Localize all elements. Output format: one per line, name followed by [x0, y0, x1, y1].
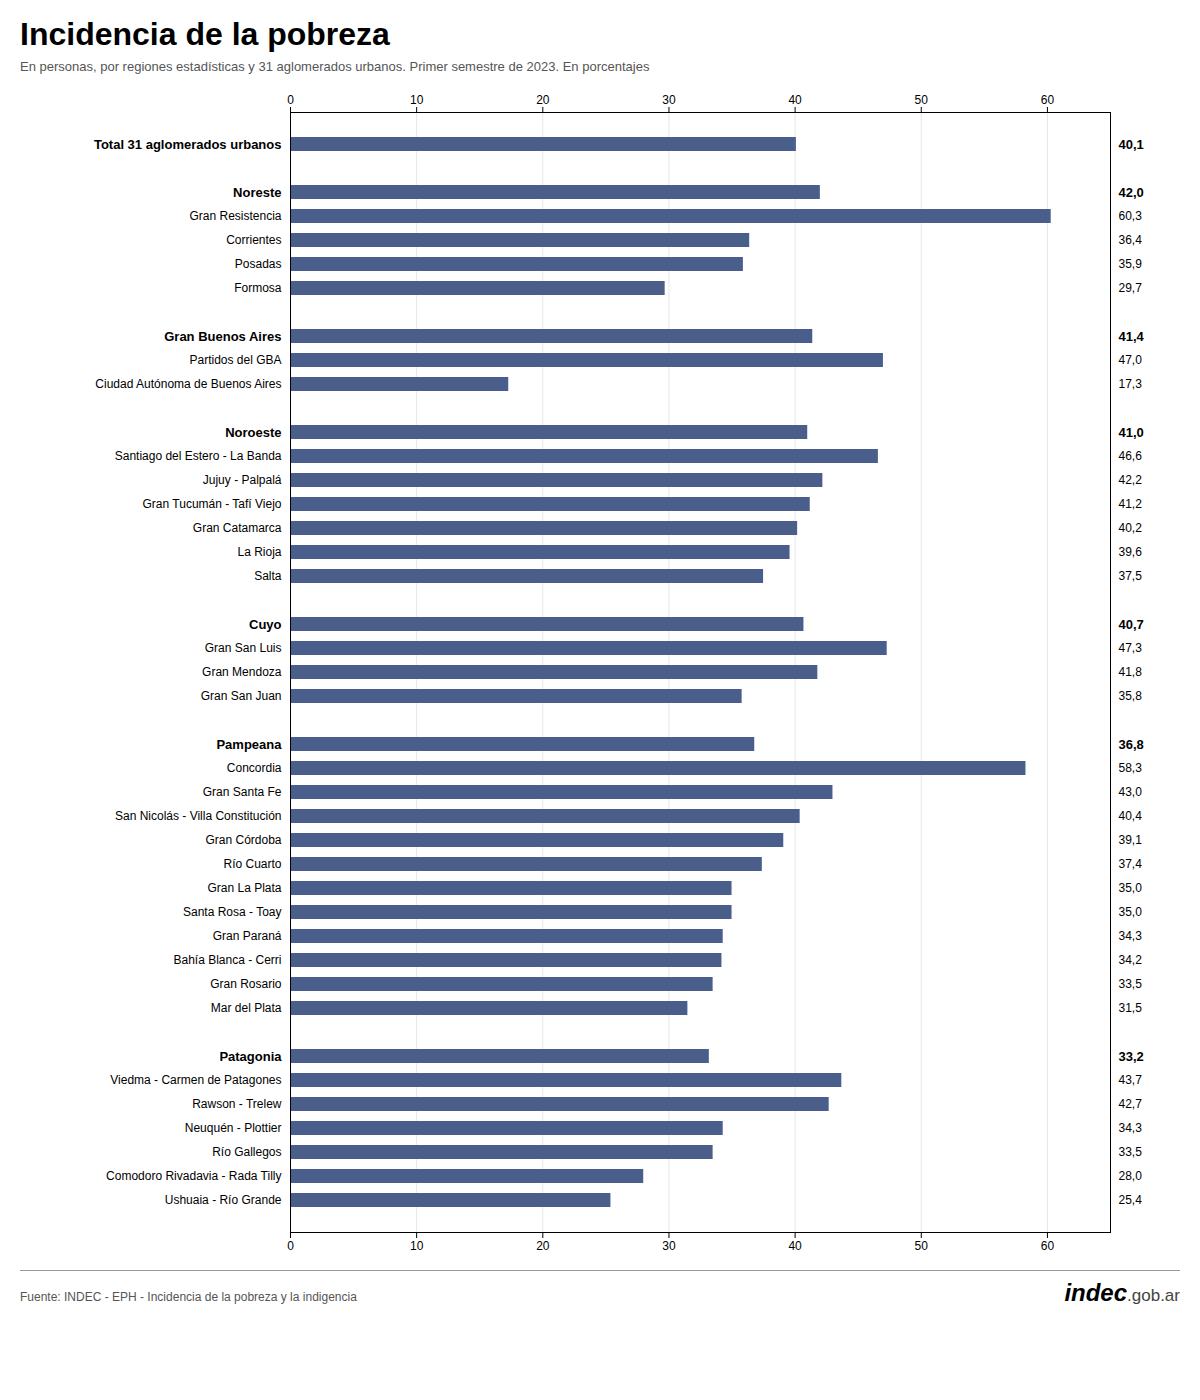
svg-text:Gran Córdoba: Gran Córdoba: [205, 833, 281, 847]
svg-text:41,0: 41,0: [1119, 425, 1144, 440]
svg-text:46,6: 46,6: [1119, 449, 1143, 463]
svg-text:43,0: 43,0: [1119, 785, 1143, 799]
svg-text:42,2: 42,2: [1119, 473, 1143, 487]
svg-text:25,4: 25,4: [1119, 1193, 1143, 1207]
svg-text:Gran Catamarca: Gran Catamarca: [193, 521, 282, 535]
svg-text:34,3: 34,3: [1119, 929, 1143, 943]
svg-text:Noroeste: Noroeste: [225, 425, 281, 440]
svg-text:47,0: 47,0: [1119, 353, 1143, 367]
svg-text:Rawson - Trelew: Rawson - Trelew: [192, 1097, 282, 1111]
svg-text:60: 60: [1041, 1239, 1055, 1253]
svg-text:41,2: 41,2: [1119, 497, 1143, 511]
svg-text:36,4: 36,4: [1119, 233, 1143, 247]
svg-text:40,7: 40,7: [1119, 617, 1144, 632]
svg-text:0: 0: [287, 1239, 294, 1253]
svg-text:Gran Rosario: Gran Rosario: [210, 977, 282, 991]
svg-text:47,3: 47,3: [1119, 641, 1143, 655]
svg-text:20: 20: [536, 93, 550, 107]
svg-text:La Rioja: La Rioja: [237, 545, 281, 559]
svg-text:39,1: 39,1: [1119, 833, 1143, 847]
svg-text:Gran Mendoza: Gran Mendoza: [202, 665, 282, 679]
svg-text:Gran Santa Fe: Gran Santa Fe: [203, 785, 282, 799]
html-text:Fuente: INDEC - EPH - Incidenc: Fuente: INDEC - EPH - Incidencia de la p…: [20, 1290, 357, 1304]
svg-text:60: 60: [1041, 93, 1055, 107]
svg-text:50: 50: [915, 1239, 929, 1253]
svg-text:Santiago del Estero - La Banda: Santiago del Estero - La Banda: [115, 449, 282, 463]
svg-text:42,0: 42,0: [1119, 185, 1144, 200]
svg-text:Santa Rosa - Toay: Santa Rosa - Toay: [183, 905, 282, 919]
svg-text:Partidos del GBA: Partidos del GBA: [189, 353, 281, 367]
svg-text:Viedma - Carmen de Patagones: Viedma - Carmen de Patagones: [110, 1073, 281, 1087]
svg-text:33,5: 33,5: [1119, 977, 1143, 991]
svg-text:Ciudad Autónoma de Buenos Aire: Ciudad Autónoma de Buenos Aires: [95, 377, 281, 391]
svg-text:Salta: Salta: [254, 569, 282, 583]
svg-text:Gran La Plata: Gran La Plata: [207, 881, 281, 895]
svg-text:58,3: 58,3: [1119, 761, 1143, 775]
svg-text:29,7: 29,7: [1119, 281, 1143, 295]
svg-text:31,5: 31,5: [1119, 1001, 1143, 1015]
html-text:indec.gob.ar: indec.gob.ar: [1064, 1279, 1180, 1306]
svg-text:34,2: 34,2: [1119, 953, 1143, 967]
svg-text:17,3: 17,3: [1119, 377, 1143, 391]
svg-text:20: 20: [536, 1239, 550, 1253]
svg-text:50: 50: [915, 93, 929, 107]
svg-text:Gran San Juan: Gran San Juan: [201, 689, 282, 703]
svg-text:28,0: 28,0: [1119, 1169, 1143, 1183]
svg-text:39,6: 39,6: [1119, 545, 1143, 559]
svg-text:34,3: 34,3: [1119, 1121, 1143, 1135]
svg-text:Río Gallegos: Río Gallegos: [212, 1145, 281, 1159]
svg-text:Gran Resistencia: Gran Resistencia: [189, 209, 281, 223]
svg-text:40,4: 40,4: [1119, 809, 1143, 823]
svg-text:Posadas: Posadas: [235, 257, 282, 271]
svg-text:10: 10: [410, 1239, 424, 1253]
svg-text:40,1: 40,1: [1119, 137, 1144, 152]
svg-text:0: 0: [287, 93, 294, 107]
svg-text:37,4: 37,4: [1119, 857, 1143, 871]
svg-text:10: 10: [410, 93, 424, 107]
svg-text:Gran Buenos Aires: Gran Buenos Aires: [164, 329, 281, 344]
svg-text:41,4: 41,4: [1119, 329, 1145, 344]
svg-text:Noreste: Noreste: [233, 185, 281, 200]
svg-text:35,9: 35,9: [1119, 257, 1143, 271]
svg-text:43,7: 43,7: [1119, 1073, 1143, 1087]
svg-text:30: 30: [662, 1239, 676, 1253]
svg-text:Patagonia: Patagonia: [219, 1049, 282, 1064]
svg-text:Gran Paraná: Gran Paraná: [213, 929, 282, 943]
svg-text:33,5: 33,5: [1119, 1145, 1143, 1159]
svg-text:Jujuy - Palpalá: Jujuy - Palpalá: [203, 473, 282, 487]
svg-text:30: 30: [662, 93, 676, 107]
svg-text:35,0: 35,0: [1119, 881, 1143, 895]
svg-text:Corrientes: Corrientes: [226, 233, 281, 247]
svg-text:42,7: 42,7: [1119, 1097, 1143, 1111]
svg-text:40: 40: [788, 1239, 802, 1253]
html-text:En personas, por regiones esta: En personas, por regiones estadísticas y…: [20, 59, 650, 74]
svg-text:Gran Tucumán - Tafí Viejo: Gran Tucumán - Tafí Viejo: [143, 497, 282, 511]
svg-text:Pampeana: Pampeana: [216, 737, 282, 752]
svg-text:Gran San Luis: Gran San Luis: [205, 641, 282, 655]
svg-text:60,3: 60,3: [1119, 209, 1143, 223]
svg-text:Formosa: Formosa: [234, 281, 282, 295]
html-text:Incidencia de la pobreza: Incidencia de la pobreza: [20, 16, 390, 52]
svg-text:35,8: 35,8: [1119, 689, 1143, 703]
svg-text:40,2: 40,2: [1119, 521, 1143, 535]
svg-text:41,8: 41,8: [1119, 665, 1143, 679]
svg-text:Concordia: Concordia: [227, 761, 282, 775]
svg-text:35,0: 35,0: [1119, 905, 1143, 919]
svg-text:Comodoro Rivadavia - Rada Till: Comodoro Rivadavia - Rada Tilly: [106, 1169, 281, 1183]
svg-text:Mar del Plata: Mar del Plata: [211, 1001, 282, 1015]
svg-text:40: 40: [788, 93, 802, 107]
svg-text:Neuquén - Plottier: Neuquén - Plottier: [185, 1121, 282, 1135]
svg-text:Cuyo: Cuyo: [249, 617, 282, 632]
svg-text:Bahía Blanca - Cerri: Bahía Blanca - Cerri: [173, 953, 281, 967]
svg-text:37,5: 37,5: [1119, 569, 1143, 583]
svg-text:Río Cuarto: Río Cuarto: [223, 857, 281, 871]
svg-text:Total 31 aglomerados urbanos: Total 31 aglomerados urbanos: [94, 137, 282, 152]
svg-text:San Nicolás - Villa Constituci: San Nicolás - Villa Constitución: [115, 809, 282, 823]
svg-text:33,2: 33,2: [1119, 1049, 1144, 1064]
svg-text:Ushuaia - Río Grande: Ushuaia - Río Grande: [165, 1193, 282, 1207]
svg-text:36,8: 36,8: [1119, 737, 1144, 752]
